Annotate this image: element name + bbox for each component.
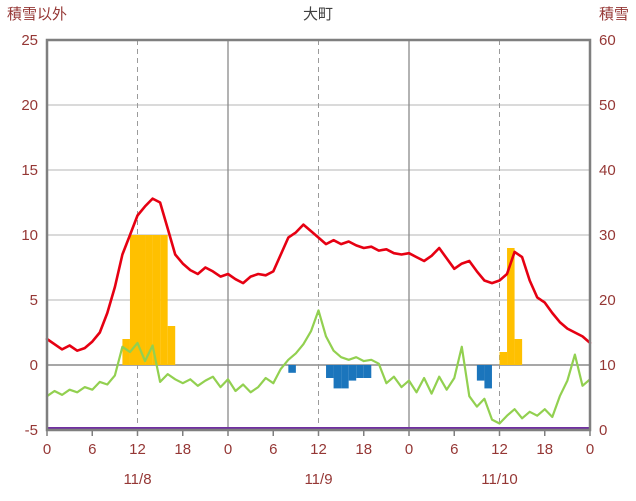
- blue-bars-segment: [326, 365, 334, 378]
- left-axis-tick-label: 10: [21, 227, 38, 244]
- left-axis-tick-label: 20: [21, 97, 38, 114]
- x-axis-hour-label: 0: [43, 441, 51, 458]
- left-axis-tick-label: 5: [30, 292, 38, 309]
- left-axis-tick-label: 25: [21, 32, 38, 49]
- left-axis-tick-label: 0: [30, 357, 38, 374]
- orange-bars-segment: [137, 235, 146, 365]
- blue-bars-segment: [363, 365, 372, 378]
- plot-frame: [45, 38, 592, 432]
- right-axis-tick-label: 0: [599, 422, 607, 439]
- right-axis-title: 積雪: [598, 6, 629, 23]
- blue-bars-segment: [341, 365, 349, 389]
- x-axis-hour-label: 18: [355, 441, 372, 458]
- orange-bars-segment: [122, 339, 130, 365]
- red-line: [45, 197, 592, 353]
- x-axis-hour-label: 0: [586, 441, 594, 458]
- blue-bars-segment: [333, 365, 342, 389]
- orange-bars-segment: [152, 235, 161, 365]
- orange-bars-segment: [507, 248, 515, 365]
- x-axis-hour-label: 0: [405, 441, 413, 458]
- blue-bars-segment: [288, 365, 296, 373]
- blue-bars-segment: [484, 365, 492, 389]
- x-axis-date-label: 11/10: [481, 471, 517, 488]
- x-axis-hour-label: 6: [269, 441, 277, 458]
- x-axis-date-label: 11/8: [123, 471, 151, 488]
- right-axis-tick-label: 50: [599, 97, 616, 114]
- x-axis-hour-label: 6: [88, 441, 96, 458]
- blue-bars-segment: [476, 365, 485, 381]
- blue-bars-segment: [348, 365, 357, 381]
- left-axis-tick-label: -5: [25, 422, 38, 439]
- right-axis-tick-label: 30: [599, 227, 616, 244]
- x-axis-hour-label: 12: [129, 441, 146, 458]
- right-axis-tick-label: 20: [599, 292, 616, 309]
- left-axis-title: 積雪以外: [7, 6, 68, 23]
- orange-bars-segment: [160, 235, 168, 365]
- right-axis-tick-label: 60: [599, 32, 616, 49]
- blue-bars-segment: [356, 365, 364, 378]
- chart-title: 大町: [302, 6, 333, 23]
- orange-bars-segment: [145, 235, 153, 365]
- left-axis-tick-label: 15: [21, 162, 38, 179]
- x-axis-hour-label: 18: [536, 441, 553, 458]
- orange-bars-segment: [167, 326, 176, 365]
- x-axis-hour-label: 6: [450, 441, 458, 458]
- x-axis-hour-label: 12: [310, 441, 327, 458]
- right-axis-tick-label: 40: [599, 162, 616, 179]
- x-axis-hour-label: 0: [224, 441, 232, 458]
- right-axis-tick-label: 10: [599, 357, 616, 374]
- x-axis-hour-label: 12: [491, 441, 508, 458]
- orange-bars-segment: [129, 235, 138, 365]
- orange-bars-segment: [499, 352, 508, 365]
- green-line: [45, 309, 592, 425]
- x-axis-hour-label: 18: [174, 441, 191, 458]
- orange-bars-segment: [514, 339, 523, 365]
- x-axis-date-label: 11/9: [304, 471, 332, 488]
